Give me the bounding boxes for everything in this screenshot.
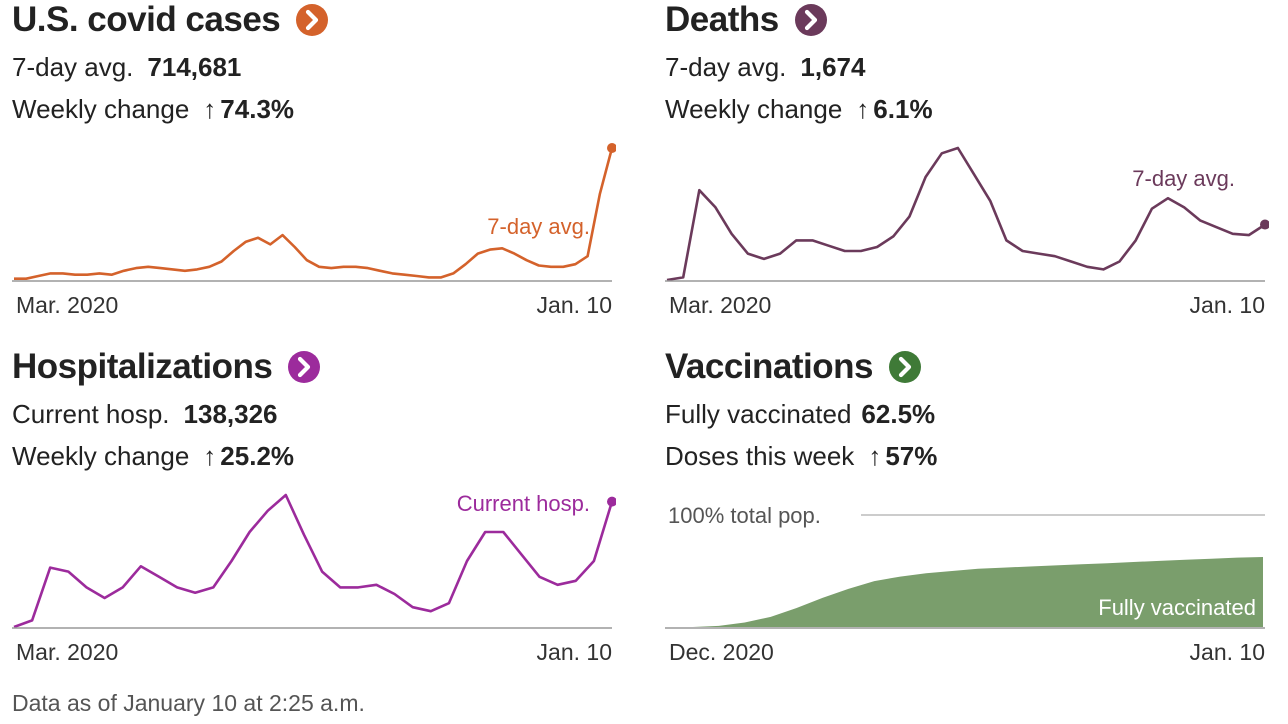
deaths-stat-avg: 7-day avg. 1,674 xyxy=(665,52,865,83)
x-tick-label-end: Jan. 10 xyxy=(1190,292,1265,318)
cases-change-value: 74.3% xyxy=(220,94,295,124)
cases-title: U.S. covid cases xyxy=(12,0,281,39)
series-label: Fully vaccinated xyxy=(1098,595,1256,620)
vax-doses-value: 57% xyxy=(885,441,938,471)
hospitalizations-line xyxy=(13,493,614,629)
deaths-chart: 7-day avg. Mar. 2020 Jan. 10 xyxy=(665,146,1269,318)
hosp-change-value: 25.2% xyxy=(220,441,295,471)
up-arrow-icon: ↑ xyxy=(203,94,217,124)
x-tick-label-start: Mar. 2020 xyxy=(16,292,118,318)
x-tick-label-start: Dec. 2020 xyxy=(669,639,774,665)
up-arrow-icon: ↑ xyxy=(203,441,217,471)
deaths-avg-label: 7-day avg. xyxy=(665,52,787,82)
data-timestamp: Data as of January 10 at 2:25 a.m. xyxy=(12,690,365,716)
deaths-avg-value: 1,674 xyxy=(800,52,866,82)
hospitalizations-chevron-right-icon[interactable] xyxy=(288,351,321,383)
cases-panel: U.S. covid cases 7-day avg. 714,681 Weekl… xyxy=(12,0,616,340)
hosp-stat-current: Current hosp. 138,326 xyxy=(12,399,278,430)
vaccinations-chart: 100% total pop. Fully vaccinated Dec. 2020… xyxy=(665,503,1265,665)
deaths-panel: Deaths 7-day avg. 1,674 Weekly change ↑ 6.1… xyxy=(665,0,1269,340)
deaths-line xyxy=(666,146,1266,282)
x-tick-label-start: Mar. 2020 xyxy=(16,639,118,665)
deaths-change-label: Weekly change xyxy=(665,94,843,124)
vaccinations-chevron-right-icon[interactable] xyxy=(888,351,921,383)
hospitalizations-panel: Hospitalizations Current hosp. 138,326 We… xyxy=(12,347,616,687)
deaths-change-value: 6.1% xyxy=(873,94,933,124)
x-tick-label-start: Mar. 2020 xyxy=(669,292,771,318)
hosp-stat-change: Weekly change ↑ 25.2% xyxy=(12,441,294,472)
series-label: 7-day avg. xyxy=(1132,166,1235,191)
deaths-chevron-right-icon[interactable] xyxy=(794,4,827,36)
deaths-stat-change: Weekly change ↑ 6.1% xyxy=(665,94,933,125)
vax-full-value: 62.5% xyxy=(861,399,936,429)
cases-change-label: Weekly change xyxy=(12,94,190,124)
latest-point xyxy=(607,143,616,153)
series-label: Current hosp. xyxy=(457,491,590,516)
cases-avg-value: 714,681 xyxy=(147,52,242,82)
deaths-title: Deaths xyxy=(665,0,779,39)
cases-chart: 7-day avg. Mar. 2020 Jan. 10 xyxy=(12,143,616,318)
cases-stat-avg: 7-day avg. 714,681 xyxy=(12,52,241,83)
x-tick-label-end: Jan. 10 xyxy=(537,639,612,665)
vax-doses-label: Doses this week xyxy=(665,441,855,471)
cases-header: U.S. covid cases xyxy=(12,0,329,40)
hosp-current-value: 138,326 xyxy=(183,399,278,429)
hospitalizations-title: Hospitalizations xyxy=(12,347,273,386)
cases-stat-change: Weekly change ↑ 74.3% xyxy=(12,94,294,125)
vax-stat-doses: Doses this week ↑ 57% xyxy=(665,441,937,472)
vaccinations-header: Vaccinations xyxy=(665,347,921,387)
deaths-header: Deaths xyxy=(665,0,827,40)
series-label: 7-day avg. xyxy=(487,214,590,239)
latest-point xyxy=(1260,219,1269,230)
vaccinations-panel: Vaccinations Fully vaccinated 62.5% Doses… xyxy=(665,347,1269,687)
fully-vaccinated-area xyxy=(667,557,1263,627)
cases-chevron-right-icon[interactable] xyxy=(296,4,329,36)
x-tick-label-end: Jan. 10 xyxy=(537,292,612,318)
vax-stat-full: Fully vaccinated 62.5% xyxy=(665,399,935,430)
up-arrow-icon: ↑ xyxy=(856,94,870,124)
hosp-change-label: Weekly change xyxy=(12,441,190,471)
hospitalizations-chart: Current hosp. Mar. 2020 Jan. 10 xyxy=(12,491,616,665)
cases-avg-label: 7-day avg. xyxy=(12,52,134,82)
hosp-current-label: Current hosp. xyxy=(12,399,170,429)
cases-line xyxy=(14,147,614,280)
hospitalizations-header: Hospitalizations xyxy=(12,347,321,387)
x-tick-label-end: Jan. 10 xyxy=(1190,639,1265,665)
up-arrow-icon: ↑ xyxy=(868,441,882,471)
vaccinations-title: Vaccinations xyxy=(665,347,873,386)
reference-line-label: 100% total pop. xyxy=(668,503,821,528)
latest-point xyxy=(607,496,616,507)
vax-full-label: Fully vaccinated xyxy=(665,399,852,429)
